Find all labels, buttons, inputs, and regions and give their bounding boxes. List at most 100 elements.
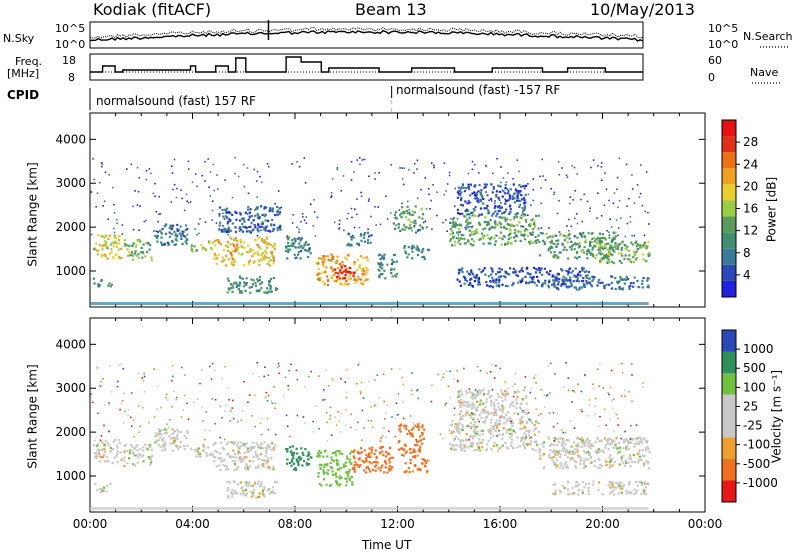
echo-cell (625, 489, 628, 492)
echo-cell (252, 446, 255, 449)
echo-cell (357, 452, 360, 455)
echo-cell (259, 283, 262, 286)
echo-cell (232, 441, 235, 444)
echo-cell (339, 483, 342, 486)
echo-cell (97, 443, 100, 446)
echo-cell (448, 429, 451, 432)
echo-cell (330, 259, 333, 262)
echo-cell (264, 249, 267, 252)
echo-cell (642, 276, 645, 280)
echo-cell (262, 459, 265, 462)
echo-cell (237, 246, 240, 249)
echo-cell (643, 489, 646, 492)
echo-cell (452, 224, 455, 227)
echo-cell (449, 239, 452, 242)
echo-cell (120, 247, 123, 250)
echo-cell (414, 450, 417, 453)
echo-cell (628, 287, 631, 290)
echo-cell (341, 264, 344, 267)
echo-cell (101, 489, 104, 492)
echo-cell (393, 261, 396, 264)
echo-cell (350, 179, 353, 181)
echo-cell (139, 448, 142, 451)
echo-cell (529, 240, 532, 243)
echo-cell (478, 183, 481, 187)
echo-cell (196, 234, 198, 236)
echo-cell (412, 455, 415, 458)
echo-cell (601, 493, 604, 496)
echo-cell (541, 442, 544, 445)
echo-cell (309, 456, 312, 459)
echo-cell (323, 256, 326, 259)
echo-cell (268, 283, 271, 286)
echo-cell (237, 287, 240, 291)
echo-cell (140, 246, 143, 250)
echo-cell (265, 462, 268, 465)
echo-cell (468, 435, 471, 438)
echo-cell (566, 273, 570, 276)
echo-cell (615, 482, 618, 485)
echo-cell (466, 424, 469, 427)
echo-cell (470, 277, 473, 280)
echo-cell (515, 235, 518, 237)
echo-cell (404, 451, 407, 454)
echo-cell (556, 413, 559, 415)
echo-cell (190, 244, 193, 247)
echo-cell (469, 390, 472, 393)
echo-cell (489, 280, 492, 283)
echo-cell (237, 175, 240, 178)
echo-cell (304, 386, 306, 388)
echo-cell (580, 280, 583, 283)
echo-cell (485, 449, 488, 452)
echo-cell (391, 258, 394, 261)
echo-cell (131, 258, 135, 261)
echo-cell (569, 420, 572, 422)
echo-cell (340, 476, 343, 479)
echo-cell (472, 393, 475, 396)
echo-cell (107, 218, 109, 220)
echo-cell (460, 237, 463, 240)
echo-cell (564, 283, 567, 286)
echo-cell (574, 243, 578, 246)
echo-cell (536, 443, 539, 446)
echo-cell (365, 459, 368, 462)
echo-cell (243, 220, 246, 223)
echo-cell (562, 248, 565, 251)
echo-cell (243, 451, 246, 455)
echo-cell (98, 181, 101, 184)
echo-cell (478, 283, 481, 286)
echo-cell (508, 228, 512, 231)
echo-cell (524, 386, 526, 389)
echo-cell (286, 235, 288, 237)
echo-cell (495, 364, 497, 367)
echo-cell (255, 206, 258, 209)
echo-cell (457, 380, 459, 382)
echo-cell (365, 256, 368, 259)
echo-cell (518, 170, 520, 173)
echo-cell (99, 456, 103, 459)
echo-cell (479, 191, 482, 194)
echo-cell (504, 192, 507, 195)
echo-cell (162, 243, 165, 246)
echo-cell (433, 164, 435, 167)
echo-cell (352, 450, 355, 453)
echo-cell (600, 166, 603, 168)
echo-cell (410, 434, 413, 437)
echo-cell (363, 233, 366, 237)
echo-cell (491, 226, 494, 229)
echo-cell (546, 394, 549, 396)
echo-cell (472, 214, 475, 217)
echo-cell (226, 465, 229, 468)
echo-cell (615, 219, 618, 221)
echo-cell (614, 486, 617, 490)
echo-cell (271, 402, 274, 404)
echo-cell (95, 206, 97, 208)
echo-cell (648, 252, 651, 255)
date-title: 10/May/2013 (590, 0, 695, 19)
echo-cell (218, 215, 221, 217)
echo-cell (406, 205, 409, 208)
echo-cell (341, 272, 344, 275)
echo-cell (561, 484, 564, 487)
echo-cell (634, 241, 637, 244)
echo-cell (229, 243, 232, 246)
